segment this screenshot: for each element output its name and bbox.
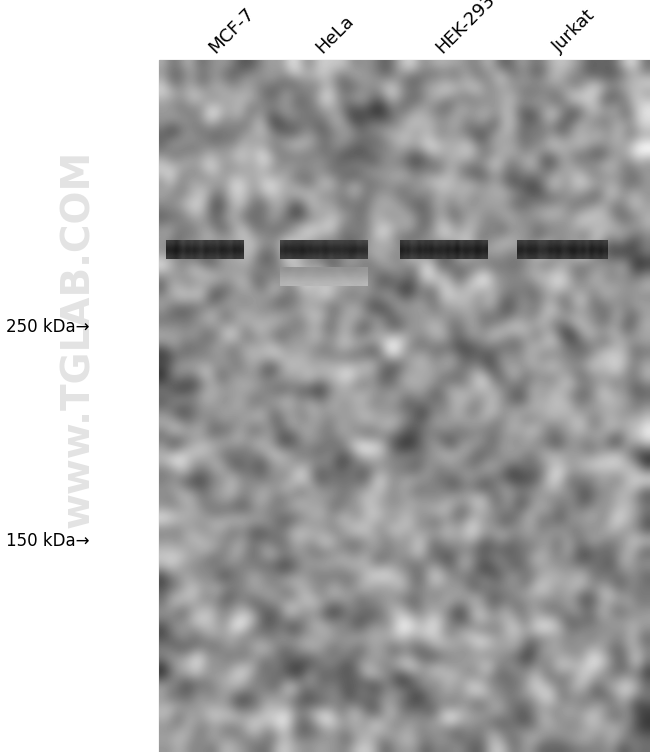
Text: 250 kDa→: 250 kDa→ [6, 318, 90, 336]
Text: MCF-7: MCF-7 [205, 4, 257, 56]
Text: 150 kDa→: 150 kDa→ [6, 532, 90, 550]
Bar [0, 0, 159, 752]
Text: HEK-293: HEK-293 [432, 0, 499, 56]
Bar [0, 0, 650, 60]
Bar [159, 60, 650, 752]
Text: Jurkat: Jurkat [549, 7, 599, 56]
Text: www.TGLAB.COM: www.TGLAB.COM [59, 150, 97, 527]
Text: HeLa: HeLa [312, 11, 358, 56]
